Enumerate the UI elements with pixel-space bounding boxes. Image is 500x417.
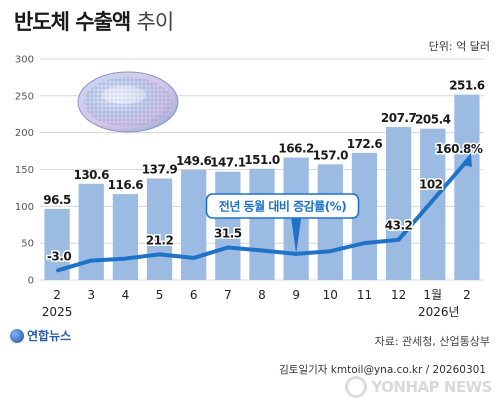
growth-line-point xyxy=(260,249,264,252)
x-year-label: 2025 xyxy=(42,305,73,319)
x-tick-label: 9 xyxy=(292,288,300,302)
bar-value-label: 166.2 xyxy=(278,142,314,156)
source-note: 자료: 관세청, 산업통상부 xyxy=(374,335,490,348)
growth-line-point xyxy=(158,253,161,256)
yonhap-watermark: YONHAP NEWS xyxy=(345,376,492,398)
y-tick-label: 50 xyxy=(21,239,34,250)
growth-line-label: 160.8% xyxy=(435,142,482,156)
x-tick-label: 11 xyxy=(357,288,372,302)
x-tick-label: 4 xyxy=(122,288,130,302)
yonhap-logo: 연합뉴스 xyxy=(10,327,71,344)
x-tick-label: 1월 xyxy=(423,288,442,302)
bar xyxy=(146,178,173,280)
x-tick-label: 7 xyxy=(224,288,232,302)
y-tick-label: 250 xyxy=(15,91,34,102)
x-tick-label: 10 xyxy=(323,288,338,302)
bar-value-label: 207.7 xyxy=(381,111,417,125)
x-year-label: 2026년 xyxy=(418,305,460,319)
callout-pointer xyxy=(291,218,302,254)
growth-line-point xyxy=(90,259,93,262)
bar-value-label: 130.6 xyxy=(73,168,109,182)
unit-label: 단위: 억 달러 xyxy=(428,40,490,53)
growth-line-point xyxy=(226,246,230,249)
bar xyxy=(249,168,275,280)
chart-title: 반도체 수출액 추이 xyxy=(14,6,175,36)
wafer-illustration xyxy=(77,71,179,133)
y-tick-label: 100 xyxy=(15,202,34,213)
credit-line: 김토일기자 kmtoil@yna.co.kr / 20260301 xyxy=(279,364,486,376)
bar xyxy=(112,194,139,280)
growth-line-point xyxy=(397,238,400,241)
bar-value-labels: 96.5130.6116.6137.9149.6147.1151.0166.21… xyxy=(43,79,485,207)
line-callout: 전년 동월 대비 증감률(%) xyxy=(205,193,360,254)
bar-value-label: 172.6 xyxy=(347,137,383,151)
bar-value-label: 137.9 xyxy=(142,162,178,176)
growth-line-label: 21.2 xyxy=(146,233,174,247)
growth-line-point xyxy=(55,269,59,272)
bar-value-label: 96.5 xyxy=(43,193,71,207)
x-tick-label: 2 xyxy=(463,288,471,302)
watermark-text: YONHAP NEWS xyxy=(371,378,492,396)
bar-value-label: 157.0 xyxy=(313,148,349,162)
x-tick-label: 3 xyxy=(87,288,95,302)
y-tick-label: 200 xyxy=(15,128,34,139)
y-tick-label: 0 xyxy=(28,276,34,287)
x-tick-label: 8 xyxy=(258,288,266,302)
growth-line-label: 102 xyxy=(419,177,443,191)
x-tick-label: 5 xyxy=(156,288,164,302)
bar-value-label: 116.6 xyxy=(108,178,144,192)
bar xyxy=(420,128,446,280)
y-tick-label: 150 xyxy=(15,165,34,176)
growth-line-arrowhead xyxy=(460,152,472,167)
growth-line-point xyxy=(329,249,332,253)
bar xyxy=(215,171,241,280)
bar-value-label: 147.1 xyxy=(210,156,246,170)
x-tick-labels: 2 3 4 5 6 7 8 9 10 11 12 1월 2 2025 2026년 xyxy=(42,288,471,319)
agency-name: 연합뉴스 xyxy=(27,329,72,343)
growth-line-label: -3.0 xyxy=(47,250,71,264)
y-tick-labels: 0 50 100 150 200 250 300 xyxy=(15,55,34,287)
x-tick-label: 2 xyxy=(53,288,61,302)
growth-line-point xyxy=(363,241,366,245)
growth-line-label: 31.5 xyxy=(214,226,242,240)
bar xyxy=(78,183,104,280)
growth-line-point xyxy=(192,256,195,260)
x-tick-label: 12 xyxy=(391,288,406,302)
x-tick-label: 6 xyxy=(190,288,198,302)
bar-value-label: 149.6 xyxy=(176,154,212,168)
growth-line-point xyxy=(431,199,434,202)
callout-box xyxy=(205,193,360,219)
yonhap-ring-icon xyxy=(345,376,368,398)
y-tick-label: 300 xyxy=(15,55,34,66)
globe-icon xyxy=(10,328,24,343)
bar xyxy=(317,164,343,280)
growth-line-label: 43.2 xyxy=(385,219,413,233)
chart-title-main: 반도체 수출액 xyxy=(14,10,131,34)
chart-title-sub: 추이 xyxy=(136,10,175,34)
growth-line-point xyxy=(124,257,127,260)
callout-text: 전년 동월 대비 증감률(%) xyxy=(219,199,346,214)
bar xyxy=(454,94,480,280)
bar xyxy=(181,169,207,280)
bar xyxy=(385,126,412,281)
bar-value-label: 251.6 xyxy=(449,79,485,93)
bar-value-label: 205.4 xyxy=(415,113,451,127)
bar-value-label: 151.0 xyxy=(244,153,280,167)
growth-line: -3.0 21.2 31.5 43.2 102 160.8% xyxy=(45,140,485,273)
